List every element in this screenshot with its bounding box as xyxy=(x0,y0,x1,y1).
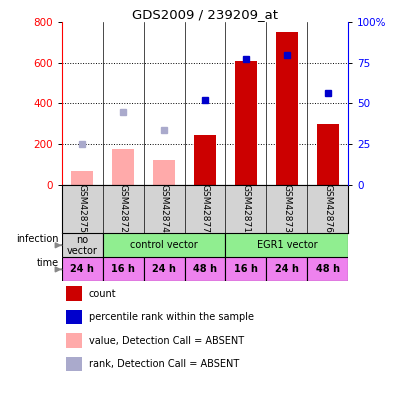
Text: rank, Detection Call = ABSENT: rank, Detection Call = ABSENT xyxy=(89,359,239,369)
Text: 16 h: 16 h xyxy=(111,264,135,275)
Bar xyxy=(112,149,135,185)
Bar xyxy=(307,257,348,281)
Bar xyxy=(62,257,103,281)
Text: value, Detection Call = ABSENT: value, Detection Call = ABSENT xyxy=(89,336,244,345)
Text: GSM42871: GSM42871 xyxy=(242,184,250,233)
Text: count: count xyxy=(89,289,116,298)
Text: GSM42875: GSM42875 xyxy=(78,184,87,233)
Bar xyxy=(103,257,144,281)
Text: time: time xyxy=(37,258,59,269)
Bar xyxy=(71,171,94,185)
Text: GSM42872: GSM42872 xyxy=(119,184,128,233)
Text: 24 h: 24 h xyxy=(70,264,94,275)
Bar xyxy=(153,160,175,185)
Text: control vector: control vector xyxy=(130,240,198,250)
Text: percentile rank within the sample: percentile rank within the sample xyxy=(89,312,254,322)
Bar xyxy=(62,233,103,257)
Text: GSM42877: GSM42877 xyxy=(201,184,209,233)
Bar xyxy=(194,135,216,185)
Bar xyxy=(275,32,298,185)
Text: GSM42874: GSM42874 xyxy=(160,184,168,233)
Text: infection: infection xyxy=(16,234,59,244)
Title: GDS2009 / 239209_at: GDS2009 / 239209_at xyxy=(132,8,278,21)
Text: 24 h: 24 h xyxy=(275,264,299,275)
Bar xyxy=(103,233,225,257)
Text: GSM42873: GSM42873 xyxy=(282,184,291,233)
Text: 24 h: 24 h xyxy=(152,264,176,275)
Bar xyxy=(235,61,257,185)
Text: 16 h: 16 h xyxy=(234,264,258,275)
Bar xyxy=(316,124,339,185)
Bar xyxy=(225,233,348,257)
Bar xyxy=(266,257,307,281)
Text: GSM42876: GSM42876 xyxy=(323,184,332,233)
Text: EGR1 vector: EGR1 vector xyxy=(257,240,317,250)
Bar xyxy=(144,257,185,281)
Bar xyxy=(185,257,225,281)
Text: no
vector: no vector xyxy=(67,234,98,256)
Bar xyxy=(225,257,266,281)
Text: 48 h: 48 h xyxy=(316,264,340,275)
Text: 48 h: 48 h xyxy=(193,264,217,275)
